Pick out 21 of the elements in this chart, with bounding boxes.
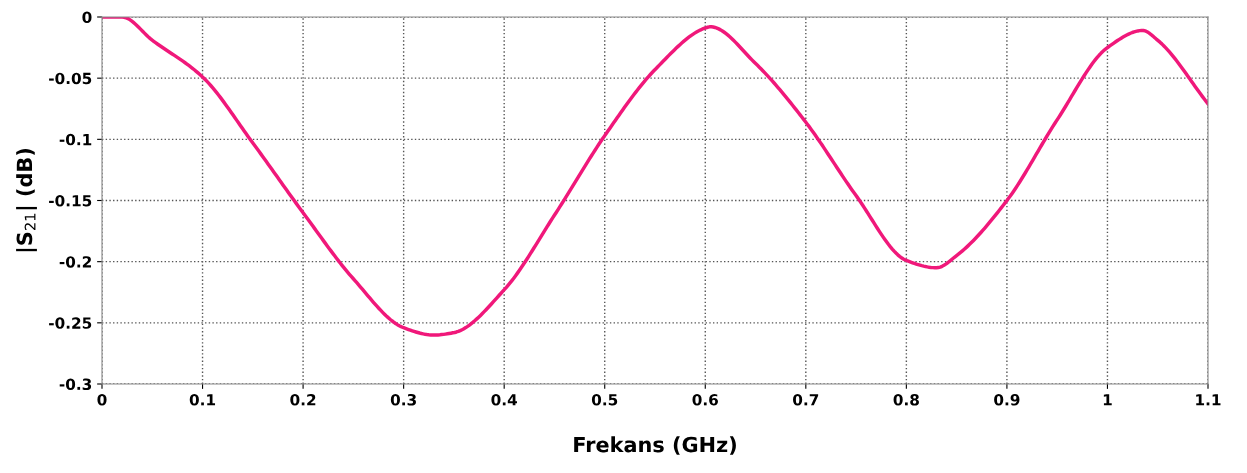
- x-tick-label: 0.6: [692, 393, 718, 406]
- y-tick-label: -0.15: [49, 194, 92, 207]
- y-tick-label: -0.05: [49, 72, 92, 85]
- y-tick-label: -0.2: [59, 256, 91, 268]
- x-tick-label: 0.7: [793, 393, 819, 406]
- x-tick-label: 0.5: [591, 393, 618, 406]
- x-tick-label: 1: [1103, 394, 1112, 406]
- y-tick-label: 0: [82, 11, 92, 24]
- x-axis-title: Frekans (GHz): [574, 436, 736, 455]
- x-tick-label: 0: [97, 393, 107, 406]
- x-tick-label: 0.1: [189, 393, 216, 406]
- x-tick-label: 0.2: [290, 393, 316, 406]
- y-tick-label: -0.25: [49, 317, 92, 329]
- y-tick-label: -0.3: [59, 378, 92, 391]
- x-tick-label: 1.1: [1196, 394, 1221, 406]
- y-tick-label: -0.1: [59, 133, 92, 146]
- y-axis-title: |S$_{21}$| (dB): [16, 148, 37, 252]
- x-tick-label: 0.8: [893, 393, 919, 406]
- x-tick-label: 0.9: [994, 393, 1020, 406]
- x-tick-label: 0.4: [491, 393, 518, 406]
- x-tick-label: 0.3: [390, 393, 416, 406]
